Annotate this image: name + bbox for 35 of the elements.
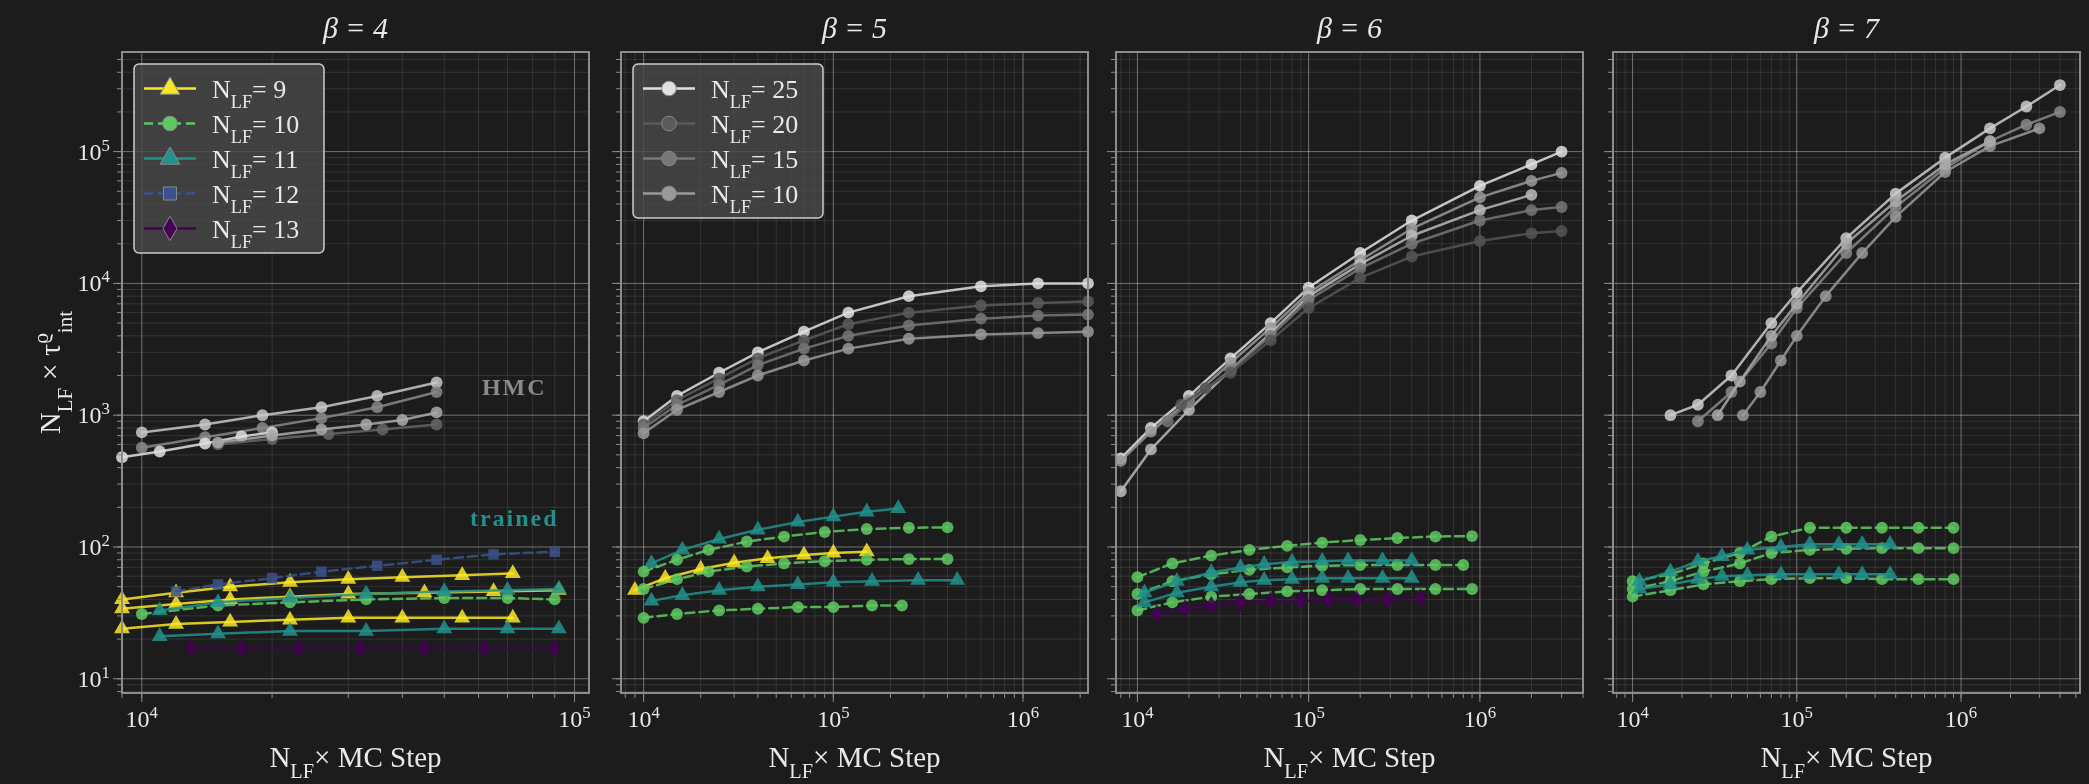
y-tick-label: 10$^{5}$ (77, 135, 110, 165)
legend-label: N$_{LF}$= 20 (711, 109, 799, 147)
legend-label: N$_{LF}$= 13 (212, 214, 300, 252)
x-tick-label: 10$^{4}$ (627, 702, 661, 732)
x-tick-label: 10$^{5}$ (558, 702, 591, 732)
chart-title: β = 5 (820, 11, 888, 44)
x-axis-title: N$_{LF}$× MC Step (1760, 741, 1933, 782)
legend-label: N$_{LF}$= 10 (711, 179, 799, 217)
x-tick-label: 10$^{6}$ (1463, 702, 1497, 732)
x-tick-label: 10$^{5}$ (1292, 702, 1325, 732)
chart-title: β = 6 (1315, 11, 1383, 44)
annotation: HMC (481, 373, 547, 400)
legend-label: N$_{LF}$= 9 (212, 74, 287, 112)
x-axis-title: N$_{LF}$× MC Step (1263, 741, 1436, 782)
chart-title: β = 4 (321, 11, 389, 44)
legend-label: N$_{LF}$= 15 (711, 144, 799, 182)
legend-label: N$_{LF}$= 12 (212, 179, 300, 217)
x-tick-label: 10$^{4}$ (125, 702, 159, 732)
x-tick-label: 10$^{4}$ (1121, 702, 1155, 732)
x-tick-label: 10$^{6}$ (1006, 702, 1040, 732)
annotation: trained (469, 505, 559, 532)
x-axis-title: N$_{LF}$× MC Step (269, 741, 442, 782)
x-tick-label: 10$^{4}$ (1616, 702, 1650, 732)
x-axis-title: N$_{LF}$× MC Step (768, 741, 941, 782)
y-tick-label: 10$^{2}$ (77, 530, 110, 560)
y-tick-label: 10$^{4}$ (77, 266, 111, 297)
x-tick-label: 10$^{6}$ (1944, 702, 1978, 732)
legend-label: N$_{LF}$= 11 (212, 144, 299, 182)
y-tick-label: 10$^{3}$ (77, 398, 110, 429)
legend-label: N$_{LF}$= 10 (212, 109, 300, 147)
x-tick-label: 10$^{5}$ (1780, 702, 1814, 732)
legend-label: N$_{LF}$= 25 (711, 74, 799, 112)
x-tick-label: 10$^{5}$ (817, 702, 850, 732)
y-tick-label: 10$^{1}$ (77, 662, 110, 692)
chart-title: β = 7 (1812, 11, 1882, 44)
